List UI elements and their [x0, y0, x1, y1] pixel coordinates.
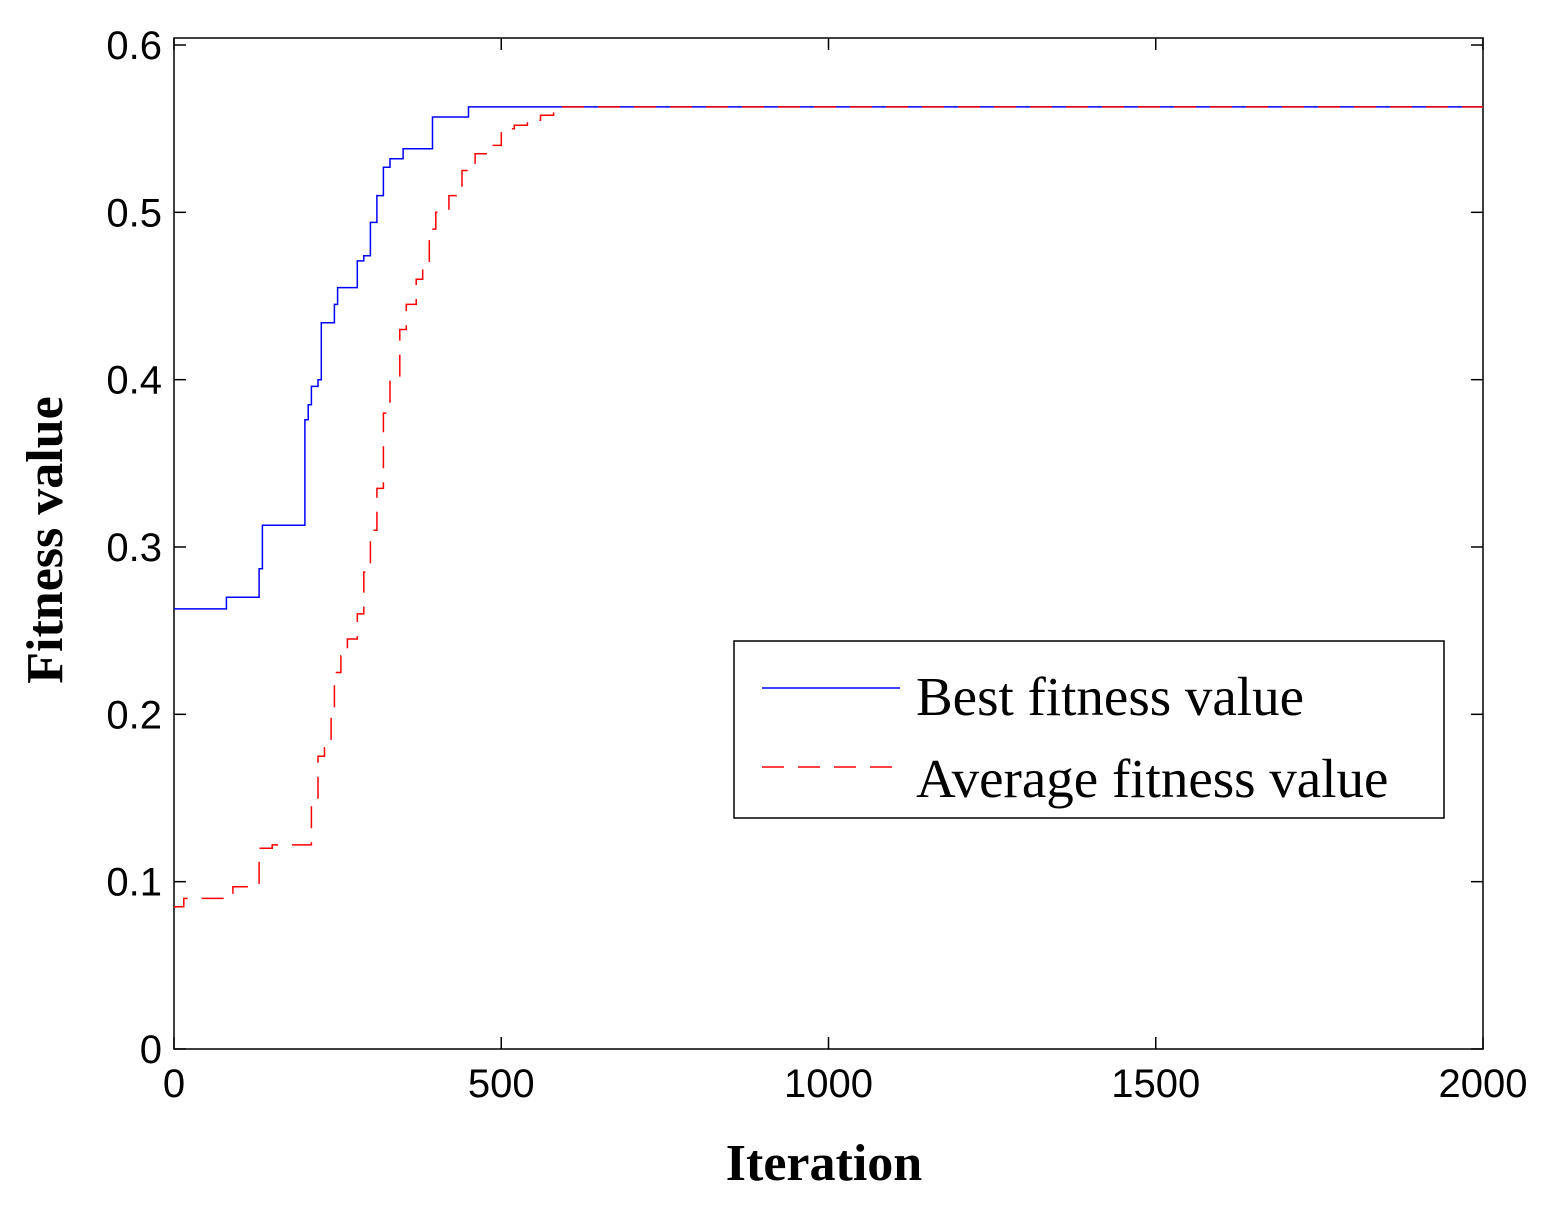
x-tick-label: 2000 — [1439, 1062, 1528, 1106]
y-tick-label: 0.3 — [106, 526, 162, 570]
x-tick-label: 1000 — [784, 1062, 873, 1106]
axis-tick-labels: 0 500 1000 1500 2000 0 0.1 0.2 0.3 0.4 0.5 0.6 — [106, 24, 1527, 1106]
axis-ticks — [173, 38, 1484, 1050]
y-tick-label: 0.6 — [106, 24, 162, 68]
y-axis-title: Fitness value — [17, 396, 74, 683]
y-tick-label: 0.4 — [106, 359, 162, 403]
x-tick-label: 500 — [468, 1062, 535, 1106]
x-tick-label: 1500 — [1111, 1062, 1200, 1106]
x-axis-title: Iteration — [726, 1135, 922, 1192]
series-line-average — [174, 106, 1483, 908]
y-tick-label: 0.1 — [106, 861, 162, 905]
legend-label-best: Best fitness value — [916, 666, 1304, 727]
legend-box — [733, 640, 1445, 819]
y-tick-label: 0.5 — [106, 191, 162, 235]
series-line-best — [174, 106, 1483, 610]
y-tick-label: 0 — [140, 1028, 162, 1072]
series-lines — [174, 106, 1483, 908]
legend-label-average: Average fitness value — [916, 748, 1388, 809]
x-tick-label: 0 — [163, 1062, 185, 1106]
legend: Best fitness value Average fitness value — [733, 640, 1445, 819]
y-tick-label: 0.2 — [106, 693, 162, 737]
